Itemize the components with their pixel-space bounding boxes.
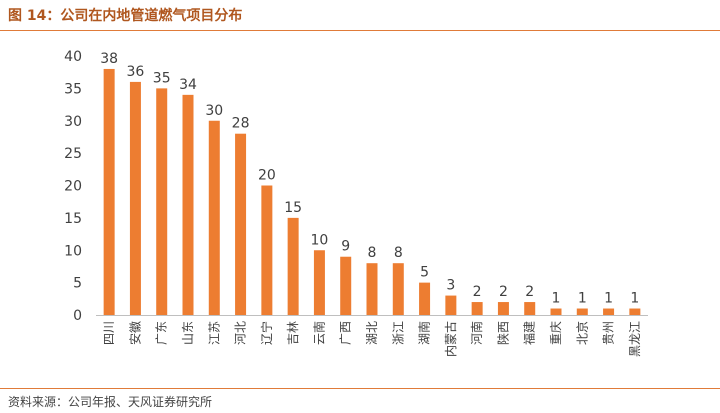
bar bbox=[392, 263, 404, 315]
y-tick-label: 5 bbox=[73, 276, 82, 292]
x-tick-label: 河南 bbox=[469, 321, 484, 345]
x-tick-label: 山东 bbox=[181, 321, 195, 345]
bar bbox=[340, 256, 352, 315]
data-label: 2 bbox=[499, 284, 508, 300]
x-tick-label: 河北 bbox=[234, 321, 248, 345]
x-tick-label: 重庆 bbox=[549, 321, 563, 345]
y-tick-label: 20 bbox=[64, 179, 82, 195]
data-label: 1 bbox=[552, 291, 561, 307]
x-tick-label: 湖北 bbox=[364, 321, 379, 345]
bar bbox=[471, 302, 483, 315]
x-tick-label: 黑龙江 bbox=[628, 321, 642, 357]
data-label: 9 bbox=[341, 239, 350, 255]
y-tick-label: 15 bbox=[64, 211, 82, 227]
x-tick-label: 内蒙古 bbox=[443, 321, 458, 357]
source-note: 资料来源：公司年报、天风证券研究所 bbox=[8, 395, 213, 409]
data-label: 36 bbox=[127, 64, 145, 80]
x-tick-label: 福建 bbox=[522, 321, 537, 345]
data-label: 1 bbox=[630, 291, 639, 307]
bar bbox=[497, 302, 509, 315]
data-label: 20 bbox=[258, 168, 276, 184]
x-tick-label: 广西 bbox=[339, 321, 353, 345]
data-label: 15 bbox=[284, 200, 302, 216]
data-label: 35 bbox=[153, 70, 171, 86]
title-divider bbox=[0, 30, 720, 31]
figure-title: 图 14：公司在内地管道燃气项目分布 bbox=[8, 8, 243, 24]
bar bbox=[313, 250, 325, 315]
x-tick-label: 辽宁 bbox=[259, 321, 274, 345]
data-label: 30 bbox=[205, 103, 223, 119]
y-tick-label: 10 bbox=[64, 243, 82, 259]
data-label: 8 bbox=[368, 245, 377, 261]
bar bbox=[524, 302, 536, 315]
bar bbox=[287, 217, 299, 315]
x-tick-label: 广东 bbox=[155, 321, 169, 345]
footer-divider bbox=[0, 388, 720, 389]
data-label: 1 bbox=[578, 291, 587, 307]
y-tick-label: 25 bbox=[64, 146, 82, 162]
bar bbox=[235, 133, 247, 315]
x-tick-label: 江苏 bbox=[207, 321, 221, 345]
y-tick-label: 30 bbox=[64, 114, 82, 130]
bar bbox=[550, 308, 562, 315]
data-label: 5 bbox=[420, 265, 429, 281]
x-tick-label: 陕西 bbox=[495, 321, 510, 345]
y-tick-label: 0 bbox=[73, 308, 82, 324]
bar bbox=[419, 282, 431, 315]
data-label: 2 bbox=[525, 284, 534, 300]
bar bbox=[182, 94, 194, 315]
bar bbox=[208, 120, 220, 315]
bar bbox=[103, 68, 115, 315]
data-label: 10 bbox=[311, 232, 329, 248]
x-tick-label: 浙江 bbox=[391, 321, 405, 345]
x-tick-label: 吉林 bbox=[286, 321, 300, 345]
bar bbox=[629, 308, 641, 315]
data-label: 34 bbox=[179, 77, 197, 93]
x-tick-label: 北京 bbox=[575, 321, 589, 345]
data-label: 8 bbox=[394, 245, 403, 261]
data-label: 1 bbox=[604, 291, 613, 307]
data-label: 28 bbox=[232, 116, 250, 132]
bar bbox=[156, 88, 168, 315]
x-tick-label: 安徽 bbox=[127, 321, 142, 345]
x-tick-label: 贵州 bbox=[602, 321, 616, 345]
x-tick-label: 四川 bbox=[102, 321, 116, 345]
x-tick-label: 湖南 bbox=[417, 321, 432, 345]
x-tick-label: 云南 bbox=[311, 321, 326, 345]
bar bbox=[603, 308, 615, 315]
data-label: 38 bbox=[100, 51, 118, 67]
bar bbox=[576, 308, 588, 315]
y-tick-label: 40 bbox=[64, 49, 82, 65]
bar bbox=[445, 295, 457, 315]
bar bbox=[261, 185, 273, 315]
bar bbox=[129, 81, 141, 316]
bar bbox=[366, 263, 378, 315]
y-tick-label: 35 bbox=[64, 81, 82, 97]
data-label: 2 bbox=[473, 284, 482, 300]
data-label: 3 bbox=[446, 278, 455, 294]
